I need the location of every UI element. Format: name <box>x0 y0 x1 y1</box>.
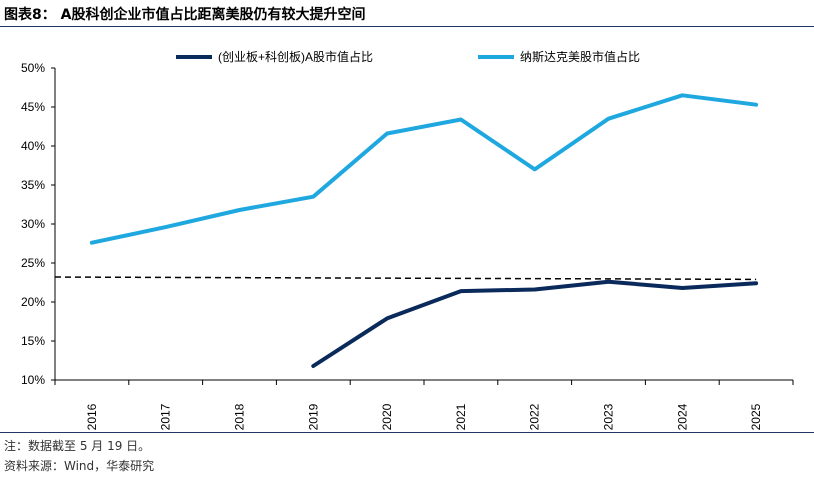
y-tick-label: 40% <box>21 139 45 153</box>
legend-label-1: (创业板+科创板)A股市值占比 <box>218 49 373 64</box>
x-axis: 2016 2017 2018 2019 2020 2021 2022 2023 2024 2025 <box>54 379 794 430</box>
footer-divider <box>0 432 814 433</box>
title-divider <box>0 26 814 27</box>
x-tick-label: 2019 <box>306 403 320 430</box>
x-tick-label: 2018 <box>233 403 247 430</box>
y-tick-label: 50% <box>21 61 45 75</box>
y-tick-label: 10% <box>21 373 45 387</box>
x-tick-label: 2025 <box>749 403 763 430</box>
y-tick-label: 45% <box>21 100 45 114</box>
legend-label-2: 纳斯达克美股市值占比 <box>520 49 640 64</box>
chart-title: 图表8： A股科创企业市值占比距离美股仍有较大提升空间 <box>4 7 366 23</box>
line-chart: 10% 15% 20% 25% 30% 35% 40% 45% 50% 2016 2017 2018… <box>21 49 794 430</box>
reference-line-group <box>54 276 757 281</box>
series-line-1 <box>311 279 759 368</box>
y-tick-label: 20% <box>21 295 45 309</box>
y-tick-label: 30% <box>21 217 45 231</box>
x-tick-label: 2016 <box>85 403 99 430</box>
y-tick-label: 15% <box>21 334 45 348</box>
series-group <box>89 93 759 368</box>
legend: (创业板+科创板)A股市值占比 纳斯达克美股市值占比 <box>176 49 640 64</box>
series-line-2 <box>89 93 759 245</box>
x-tick-label: 2024 <box>675 403 689 430</box>
y-axis: 10% 15% 20% 25% 30% 35% 40% 45% 50% <box>21 61 56 387</box>
x-tick-label: 2017 <box>159 403 173 430</box>
y-tick-label: 25% <box>21 256 45 270</box>
x-tick-label: 2021 <box>454 403 468 430</box>
source-note: 资料来源：Wind，华泰研究 <box>4 459 155 473</box>
footnote: 注：数据截至 5 月 19 日。 <box>4 439 151 453</box>
x-tick-label: 2022 <box>528 403 542 430</box>
y-tick-label: 35% <box>21 178 45 192</box>
reference-line <box>54 276 757 281</box>
x-tick-label: 2020 <box>380 403 394 430</box>
x-tick-label: 2023 <box>602 403 616 430</box>
